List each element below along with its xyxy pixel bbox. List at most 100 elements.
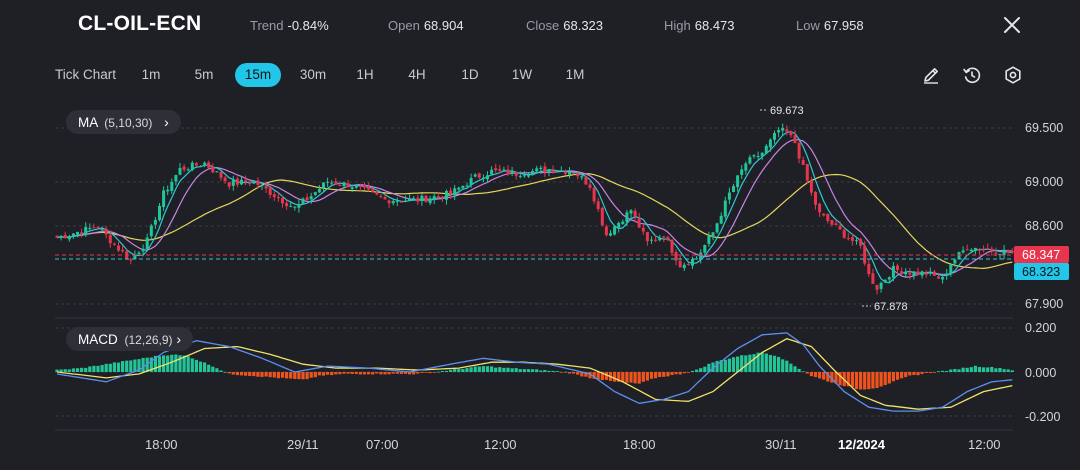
macd-bar: [256, 372, 260, 377]
down-candle: [268, 185, 272, 199]
macd-bar: [326, 372, 330, 375]
candle-body: [978, 249, 981, 251]
candle-body: [334, 181, 338, 185]
up-candle: [711, 232, 715, 241]
candle-body: [768, 139, 772, 148]
candle-body: [654, 239, 658, 241]
macd-bar: [490, 366, 494, 372]
up-candle: [301, 197, 305, 205]
down-candle: [383, 194, 387, 200]
timeframe-5m[interactable]: 5m: [194, 67, 214, 82]
macd-indicator-pill[interactable]: MACD (12,26,9) ›: [66, 327, 193, 351]
candle-body: [756, 156, 760, 158]
price-chart[interactable]: 69.673 67.878 69.500 69.000 68.600 67.90…: [0, 95, 1080, 470]
time-tick: 12:00: [484, 437, 517, 452]
down-candle: [838, 221, 842, 230]
tick-chart-button[interactable]: Tick Chart: [55, 67, 117, 82]
open-label: Open: [388, 18, 420, 33]
macd-bar: [297, 372, 301, 380]
up-candle: [723, 196, 727, 220]
candle-body: [215, 171, 219, 173]
macd-bar: [977, 366, 982, 372]
timeframe-1mo[interactable]: 1M: [565, 67, 585, 82]
candle-body: [732, 186, 735, 192]
macd-bar: [674, 372, 678, 375]
macd-bar: [518, 369, 522, 372]
candle-body: [371, 189, 375, 192]
macd-bar: [924, 372, 928, 373]
up-candle: [317, 184, 321, 194]
pencil-icon[interactable]: [920, 64, 942, 86]
candle-body: [604, 226, 608, 236]
down-candle: [834, 219, 838, 226]
down-candle: [789, 130, 793, 138]
candle-body: [834, 223, 838, 226]
candle-body: [145, 237, 149, 250]
macd-tick: 0.000: [1025, 366, 1056, 380]
macd-bar: [830, 372, 834, 383]
candle-body: [695, 258, 699, 260]
candle-body: [309, 196, 313, 200]
candle-body: [609, 233, 612, 236]
macd-bar: [695, 369, 699, 372]
macd-bar: [633, 372, 637, 384]
timeframe-30m[interactable]: 30m: [299, 67, 327, 82]
up-candle: [473, 173, 477, 178]
close-icon[interactable]: [1001, 14, 1023, 36]
price-tick: 68.600: [1025, 219, 1063, 233]
candle-body: [908, 272, 912, 275]
candle-body: [490, 169, 494, 175]
macd-bar: [818, 372, 822, 379]
macd-bar: [781, 359, 785, 372]
candle-body: [559, 170, 563, 172]
macd-bar: [375, 372, 379, 374]
up-candle: [957, 251, 961, 260]
macd-bar: [822, 372, 826, 380]
ma-indicator-pill[interactable]: MA (5,10,30) ›: [66, 110, 181, 134]
macd-bar: [252, 372, 256, 377]
timeframe-1d[interactable]: 1D: [461, 67, 479, 82]
macd-bar: [826, 372, 830, 382]
timeframe-1h[interactable]: 1H: [356, 67, 374, 82]
candle-body: [457, 187, 461, 190]
down-candle: [498, 165, 502, 173]
down-candle: [112, 242, 116, 246]
macd-bar: [522, 369, 526, 372]
up-candle: [481, 174, 485, 183]
down-candle: [596, 197, 600, 212]
up-candle: [695, 255, 699, 260]
candle-body: [268, 187, 272, 195]
settings-icon[interactable]: [1002, 64, 1024, 86]
timeframe-1m[interactable]: 1m: [141, 67, 161, 82]
macd-bar: [752, 354, 756, 372]
down-candle: [96, 226, 100, 230]
up-candle: [1002, 245, 1006, 259]
timeframe-15m[interactable]: 15m: [235, 63, 281, 87]
macd-bar: [387, 372, 391, 375]
time-tick: 30/11: [765, 437, 797, 452]
macd-bar: [686, 372, 690, 373]
timeframe-4h[interactable]: 4H: [408, 67, 426, 82]
ma30-line: [56, 173, 1013, 270]
timer-reset-icon[interactable]: [961, 64, 983, 86]
timeframe-1w[interactable]: 1W: [511, 67, 533, 82]
up-candle: [342, 181, 346, 191]
up-candle: [174, 174, 178, 186]
up-candle: [100, 226, 104, 234]
down-candle: [379, 193, 383, 199]
macd-bar: [198, 361, 203, 372]
candle-body: [301, 198, 305, 205]
macd-bar: [662, 372, 666, 377]
time-tick: 07:00: [366, 437, 399, 452]
macd-bar: [666, 372, 670, 377]
macd-bar: [772, 355, 777, 372]
macd-bar: [367, 372, 371, 375]
candle-body: [727, 192, 731, 200]
candle-body: [510, 170, 514, 174]
macd-bar: [264, 372, 268, 377]
down-candle: [814, 191, 817, 210]
macd-bar: [584, 372, 588, 377]
macd-bar: [157, 356, 162, 372]
down-candle: [809, 176, 813, 196]
macd-bar: [854, 372, 859, 390]
